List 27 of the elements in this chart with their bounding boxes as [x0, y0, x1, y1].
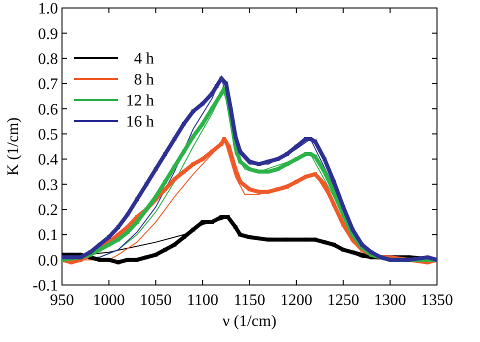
y-tick-label: 0.8: [38, 50, 58, 68]
y-axis-title: K (1/cm): [5, 117, 22, 176]
y-tick-label: -0.1: [32, 278, 58, 295]
y-tick-label: 0.3: [38, 176, 58, 194]
y-tick-label: 0.7: [38, 76, 58, 94]
y-tick-label: 0.6: [38, 101, 58, 118]
y-tick-label: 1.0: [38, 0, 58, 18]
legend-label: 8 h: [134, 72, 154, 89]
y-tick-label: 0.1: [38, 227, 58, 244]
x-tick-label: 1000: [92, 292, 125, 309]
y-tick-label: 0.5: [38, 126, 58, 144]
legend-label: 12 h: [126, 92, 154, 110]
x-tick-label: 1300: [374, 292, 406, 309]
x-tick-label: 1150: [234, 292, 266, 309]
x-tick-label: 950: [50, 292, 74, 309]
x-tick-label: 1200: [280, 292, 312, 309]
y-tick-label: 0.0: [38, 252, 58, 270]
y-tick-label: 0.4: [38, 152, 58, 169]
x-tick-label: 1250: [327, 292, 360, 309]
y-tick-label: 0.2: [38, 202, 58, 220]
legend-label: 16 h: [126, 114, 154, 131]
x-tick-label: 1350: [421, 292, 453, 309]
x-tick-label: 1050: [140, 292, 172, 309]
y-tick-label: 0.9: [38, 26, 58, 43]
x-tick-label: 1100: [186, 292, 218, 309]
legend-label: 4 h: [134, 50, 154, 68]
x-axis-title: ν (1/cm): [222, 313, 276, 330]
